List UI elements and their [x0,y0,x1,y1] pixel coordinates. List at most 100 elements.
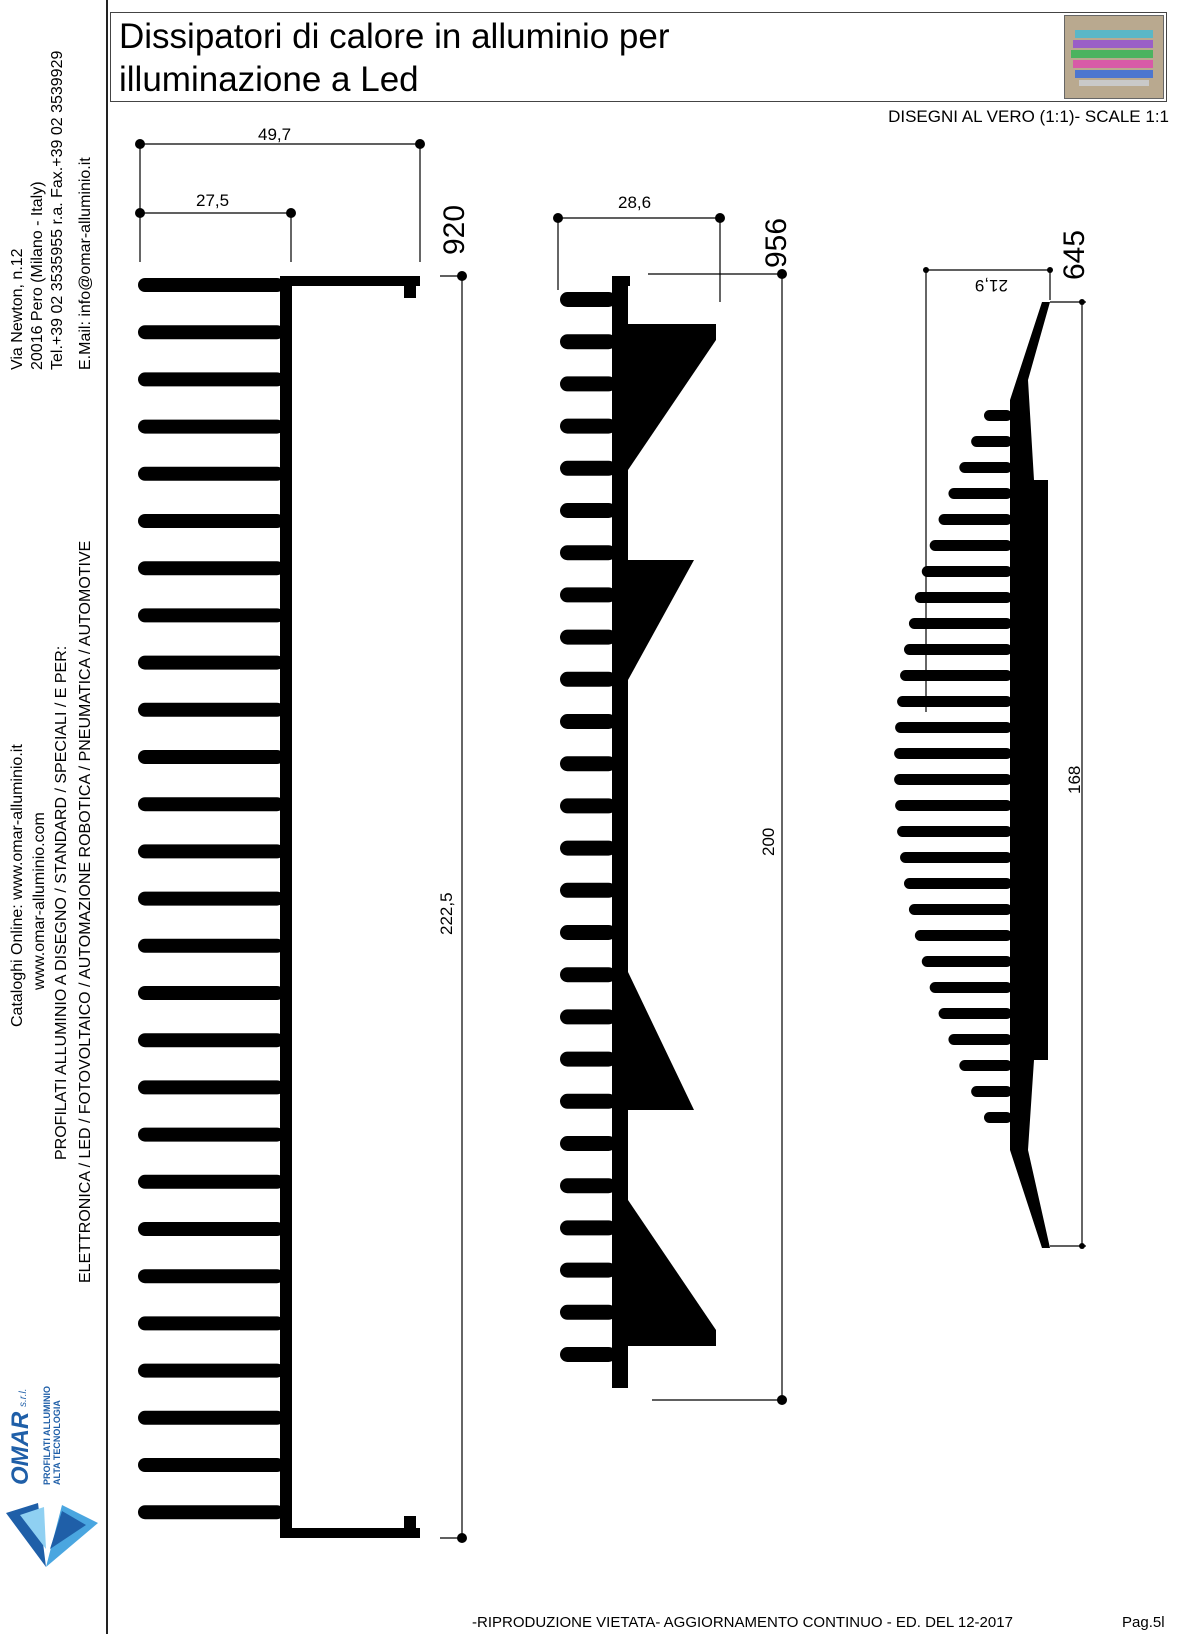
fin [904,878,1012,889]
fin [560,671,616,687]
dim-920-partial-width: 27,5 [196,191,229,210]
fin [560,1051,616,1067]
fin [984,410,1012,421]
profile-956 [560,276,716,1388]
dim-920-total-width: 49,7 [258,125,291,144]
fin [921,956,1012,967]
fin [138,514,284,528]
footer-note: -RIPRODUZIONE VIETATA- AGGIORNAMENTO CON… [472,1614,1013,1631]
fin [959,1060,1012,1071]
fin [560,925,616,940]
fin [560,1262,616,1278]
dim-645-width: 21,9 [975,276,1008,295]
fin [560,882,616,898]
fin [560,714,616,729]
fin [138,1080,284,1095]
fin [971,436,1012,447]
fin [560,1304,616,1320]
fin [560,503,616,518]
fin [560,1178,616,1194]
dimension-dots-645 [923,267,1085,1249]
profile-920 [138,276,420,1538]
fin [921,566,1012,577]
fin [138,325,284,340]
fin [929,982,1012,993]
fin [138,561,284,576]
fin [138,1222,284,1236]
sidebar: Via Newton, n.12 20016 Pero (Milano - It… [0,0,106,1634]
fin [138,938,284,953]
fin [959,462,1012,473]
logo-tagline-2: ALTA TECNOLOGIA [52,1400,62,1485]
dim-645-height: 168 [1065,766,1084,794]
page-number: Pag.5l [1122,1614,1165,1631]
fin [138,1033,284,1048]
fin [138,1174,284,1189]
fin [914,930,1012,941]
fin [138,750,284,764]
fin [908,618,1012,629]
fin [900,852,1012,863]
fin [560,1220,616,1236]
page-title: Dissipatori di calore in alluminio per i… [119,15,670,101]
fin [560,418,616,434]
logo-brand: OMAR [7,1411,34,1485]
fin [138,608,284,623]
fin [948,1034,1012,1045]
fin [138,1363,284,1378]
fin [938,1008,1012,1019]
fin [138,278,284,292]
fin [138,797,284,812]
fin [560,967,616,983]
dimensions-920 [139,143,464,1539]
fin [914,592,1012,603]
fin [138,986,284,1000]
fin [894,774,1012,785]
fin [138,466,284,481]
logo-tagline-1: PROFILATI ALLUMINIO [42,1386,52,1485]
fin [138,844,284,859]
fin [560,1009,616,1025]
dimension-dots-920 [135,139,467,1543]
fin [560,545,616,561]
fin [908,904,1012,915]
fin [138,1316,284,1331]
scale-note: DISEGNI AL VERO (1:1)- SCALE 1:1 [888,107,1169,126]
fin [138,891,284,906]
fin [138,1127,284,1142]
fin [984,1112,1012,1123]
dimensions-956 [557,217,784,1401]
dimension-dots-956 [553,213,787,1405]
logo-mark [6,1503,98,1567]
dim-920-height: 222,5 [437,892,456,935]
fin [138,419,284,434]
profile-920-code: 920 [438,205,471,255]
fin [948,488,1012,499]
profile-645-code: 645 [1058,230,1091,280]
fin [138,1505,284,1520]
fin [138,1269,284,1284]
fin [971,1086,1012,1097]
profile-956-code: 956 [760,218,793,268]
profile-645 [894,302,1050,1248]
dim-956-height: 200 [759,828,778,856]
fin [560,629,616,645]
fin [560,376,616,392]
fin [894,748,1012,759]
fin [560,334,616,350]
fin [560,840,616,856]
dim-956-width: 28,6 [618,193,651,212]
fin [560,1347,616,1362]
title-box: Dissipatori di calore in alluminio per i… [110,12,1167,102]
fin [560,1093,616,1109]
fin [895,722,1012,733]
fin [560,587,616,603]
company-logo: OMAR s.r.l. PROFILATI ALLUMINIO ALTA TEC… [6,1335,104,1575]
sidebar-divider [106,0,108,1634]
fin [897,696,1012,707]
fin [895,800,1012,811]
fin [138,655,284,670]
fin [560,1136,616,1151]
fin [138,372,284,387]
